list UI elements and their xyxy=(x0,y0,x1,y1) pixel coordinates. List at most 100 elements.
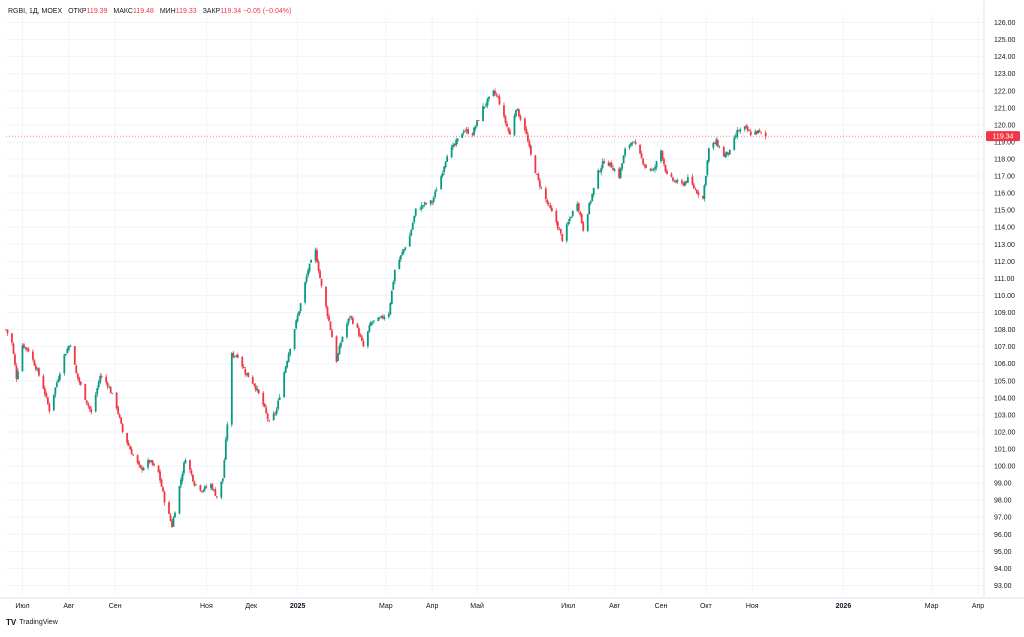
y-axis-tick-label: 124.00 xyxy=(994,54,1016,61)
candle-body xyxy=(253,383,256,386)
candle-body xyxy=(655,161,658,168)
candle-body xyxy=(516,108,519,111)
candle-body xyxy=(277,400,280,409)
candle-body xyxy=(87,403,90,406)
candle-body xyxy=(684,181,686,186)
tradingview-logo[interactable]: TV TradingView xyxy=(6,618,58,627)
symbol-title: RGBI, 1Д, MOEX xyxy=(8,8,63,15)
candle-body xyxy=(66,349,69,354)
y-axis-tick-label: 119.00 xyxy=(994,139,1015,146)
candle-body xyxy=(48,404,51,412)
candle-body xyxy=(588,203,591,215)
candle-body xyxy=(652,169,655,171)
y-axis-tick-label: 115.00 xyxy=(994,208,1015,215)
y-axis-tick-label: 112.00 xyxy=(994,259,1015,266)
candle-body xyxy=(515,110,517,117)
candle-body xyxy=(565,224,568,241)
candle-body xyxy=(42,376,45,389)
candle-body xyxy=(212,489,215,491)
candle-body xyxy=(251,377,254,384)
candle-body xyxy=(96,388,99,395)
candle-body xyxy=(79,381,82,385)
candle-body xyxy=(550,208,553,212)
candle-body xyxy=(682,183,685,186)
candle-body xyxy=(369,322,372,326)
candle-body xyxy=(748,130,751,132)
y-axis-tick-label: 117.00 xyxy=(994,174,1015,181)
y-axis-tick-label: 98.00 xyxy=(994,498,1012,505)
y-axis-tick-label: 114.00 xyxy=(994,225,1015,232)
candle-body xyxy=(453,143,456,146)
candle-body xyxy=(610,163,613,168)
candle-body xyxy=(319,270,321,279)
candle-body xyxy=(153,464,155,466)
candle-body xyxy=(746,126,749,131)
candle-body xyxy=(90,409,93,413)
candle-body xyxy=(120,417,123,424)
candle-body xyxy=(598,170,601,172)
candle-body xyxy=(236,354,239,358)
low-label: МИН xyxy=(159,8,176,15)
candle-body xyxy=(223,460,226,478)
candle-body xyxy=(452,144,455,148)
candle-body xyxy=(286,361,289,368)
candle-body xyxy=(172,517,175,527)
candle-body xyxy=(23,344,25,348)
candle-body xyxy=(535,173,538,175)
candle-body xyxy=(420,204,423,209)
candle-body xyxy=(192,474,194,482)
y-axis-tick-label: 101.00 xyxy=(994,447,1016,454)
candle-body xyxy=(703,185,706,199)
candle-body xyxy=(304,282,306,303)
candle-body xyxy=(254,385,257,390)
candle-body xyxy=(183,462,185,474)
candle-body xyxy=(695,190,698,194)
candle-body xyxy=(88,405,91,410)
x-axis-tick-label: Мар xyxy=(379,603,393,610)
candle-body xyxy=(127,442,130,446)
candle-body xyxy=(483,106,486,108)
candle-body xyxy=(568,218,571,222)
candle-body xyxy=(673,180,676,182)
candle-body xyxy=(257,389,260,394)
y-axis-tick-label: 102.00 xyxy=(994,429,1016,436)
candle-body xyxy=(362,341,365,347)
y-axis-tick-label: 123.00 xyxy=(994,71,1016,78)
candle-body xyxy=(540,187,543,189)
candle-body xyxy=(163,491,166,503)
candle-body xyxy=(546,200,549,204)
candle-body xyxy=(640,153,643,158)
candle-body xyxy=(392,281,395,290)
candle-body xyxy=(232,352,235,357)
y-axis-tick-label: 95.00 xyxy=(994,549,1012,556)
candle-body xyxy=(14,354,16,366)
candle-body xyxy=(108,387,111,388)
candle-body xyxy=(11,333,13,343)
candle-body xyxy=(224,439,227,460)
candle-body xyxy=(209,484,212,488)
candle-body xyxy=(413,215,416,223)
candle-body xyxy=(524,118,526,130)
candle-body xyxy=(130,449,133,455)
candle-body xyxy=(754,131,757,135)
x-axis-tick-label: Ноя xyxy=(200,603,213,610)
candle-body xyxy=(347,318,350,324)
candle-body xyxy=(337,353,339,361)
candle-body xyxy=(434,191,437,197)
x-axis-tick-label: Июл xyxy=(15,603,29,610)
candle-body xyxy=(706,160,709,175)
candle-body xyxy=(664,164,667,172)
candle-body xyxy=(467,129,469,134)
candle-body xyxy=(12,343,15,354)
candle-body xyxy=(645,165,647,168)
candle-body xyxy=(142,467,145,471)
candle-body xyxy=(579,211,582,215)
candle-body xyxy=(328,316,330,321)
candle-body xyxy=(538,180,541,187)
candle-body xyxy=(577,203,580,211)
candle-body xyxy=(58,373,61,380)
candle-body xyxy=(138,461,140,465)
candle-body xyxy=(586,214,589,232)
